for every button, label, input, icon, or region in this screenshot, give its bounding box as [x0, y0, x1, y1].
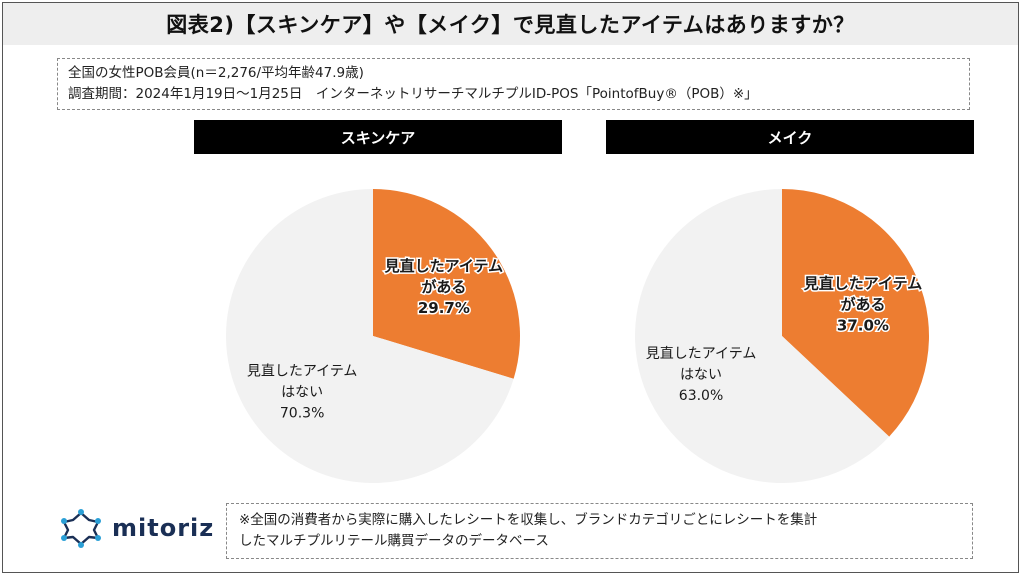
mitoriz-logo-icon [61, 509, 101, 548]
slice-label-yes-1: 見直したアイテム [803, 274, 923, 292]
logo-text: mitoriz [112, 514, 215, 542]
mitoriz-logo: mitoriz [58, 508, 214, 548]
pie-slice-yes [373, 189, 520, 379]
slice-label-yes-2: がある [840, 295, 885, 313]
pie-slice-no [635, 189, 890, 483]
slice-label-no-2: はない [281, 385, 323, 401]
slice-label-yes-2: がある [421, 278, 466, 296]
slice-label-no-1: 見直したアイテム [247, 363, 358, 380]
footnote-line-2: したマルチプルリテール購買データのデータベース [239, 533, 549, 549]
slice-label-no-3: 63.0% [679, 388, 723, 404]
slice-label-no-3: 70.3% [280, 406, 324, 422]
slice-label-yes-3: 37.0% [837, 316, 889, 334]
slice-label-no-2: はない [680, 367, 722, 383]
chart-title-makeup: メイク [606, 120, 974, 154]
slice-label-yes-3: 29.7% [418, 299, 470, 317]
footnote-box: ※全国の消費者から実際に購入したレシートを収集し、ブランドカテゴリごとにレシート… [226, 503, 973, 559]
chart-title-skincare: スキンケア [194, 120, 562, 154]
slice-label-yes-1: 見直したアイテム [384, 257, 504, 275]
survey-info-box: 全国の女性POB会員(n＝2,276/平均年齢47.9歳) 調査期間：2024年… [57, 58, 970, 110]
page-title: 図表2)【スキンケア】や【メイク】で見直したアイテムはありますか？ [3, 3, 1018, 45]
pie-slice-no [225, 189, 514, 483]
survey-info-period: 調査期間：2024年1月19日～1月25日 インターネットリサーチマルチプルID… [68, 86, 758, 102]
footnote-line-1: ※全国の消費者から実際に購入したレシートを収集し、ブランドカテゴリごとにレシート… [239, 512, 818, 528]
slice-label-no-1: 見直したアイテム [646, 345, 757, 362]
pie-slice-yes [782, 189, 929, 437]
survey-info-sample: 全国の女性POB会員(n＝2,276/平均年齢47.9歳) [68, 65, 364, 81]
